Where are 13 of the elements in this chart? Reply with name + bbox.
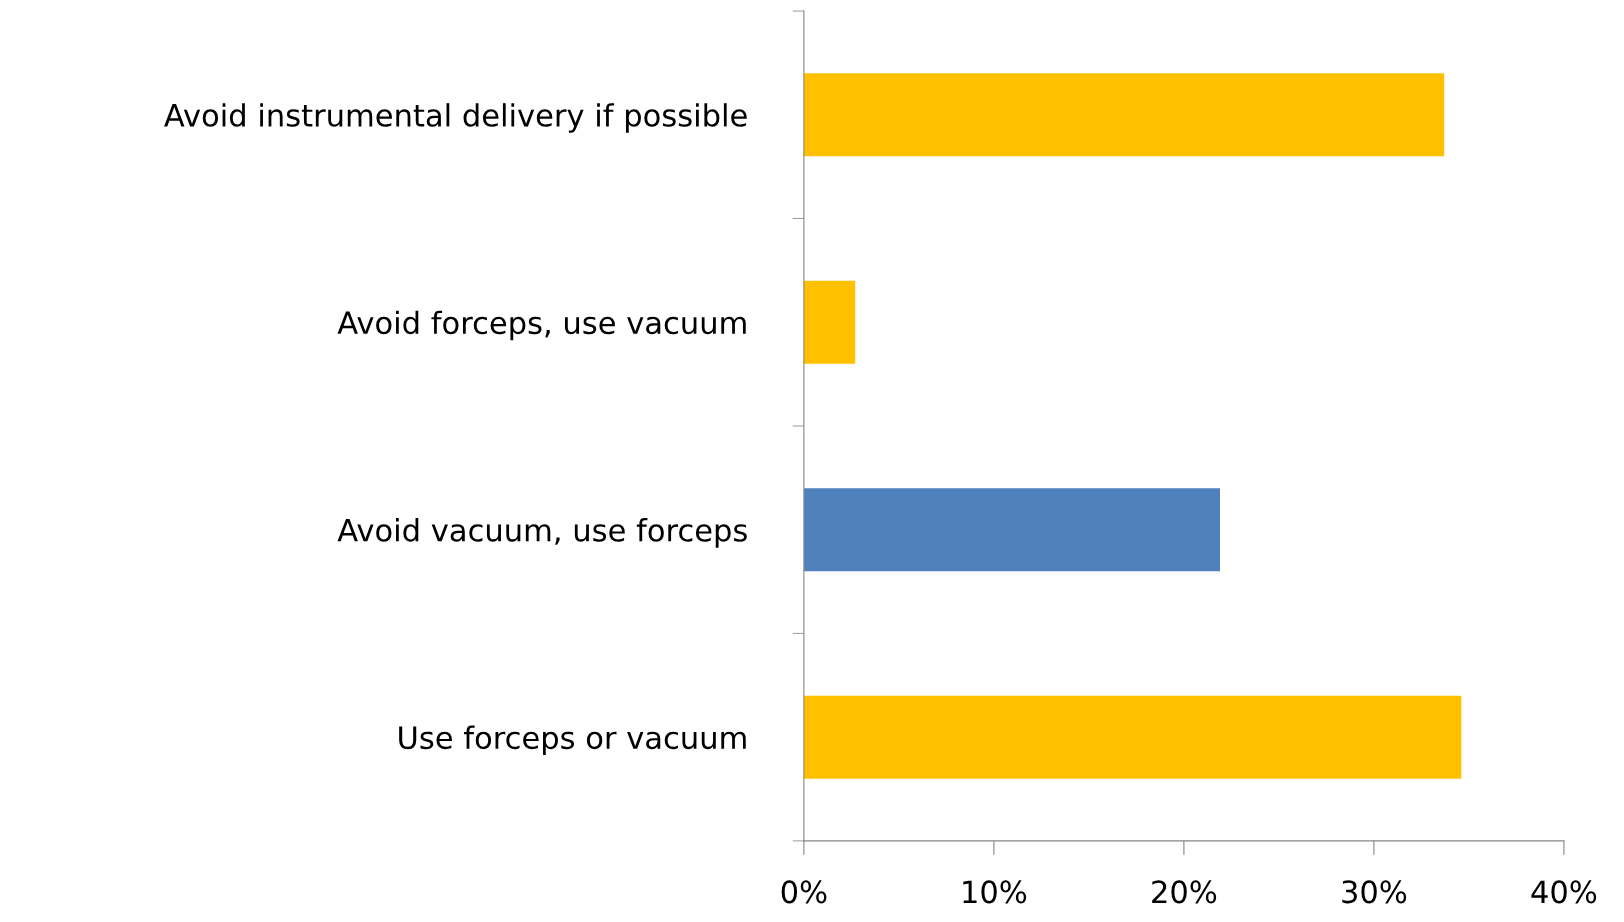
x-tick-label: 20% xyxy=(1152,880,1217,904)
x-tick-label: 30% xyxy=(1342,880,1407,904)
bar xyxy=(803,280,856,364)
bar xyxy=(803,73,1445,157)
x-tick-label: 40% xyxy=(1531,880,1597,904)
x-tick-label: 10% xyxy=(963,880,1027,904)
bar xyxy=(803,695,1462,779)
y-tick-label: Avoid forceps, use vacuum xyxy=(337,310,746,341)
bar xyxy=(803,488,1220,572)
y-tick-label: Avoid vacuum, use forceps xyxy=(337,518,747,548)
y-tick-label: Avoid instrumental delivery if possible xyxy=(164,103,747,133)
y-tick-label: Use forceps or vacuum xyxy=(399,725,746,756)
x-tick-label: 0% xyxy=(781,880,827,904)
